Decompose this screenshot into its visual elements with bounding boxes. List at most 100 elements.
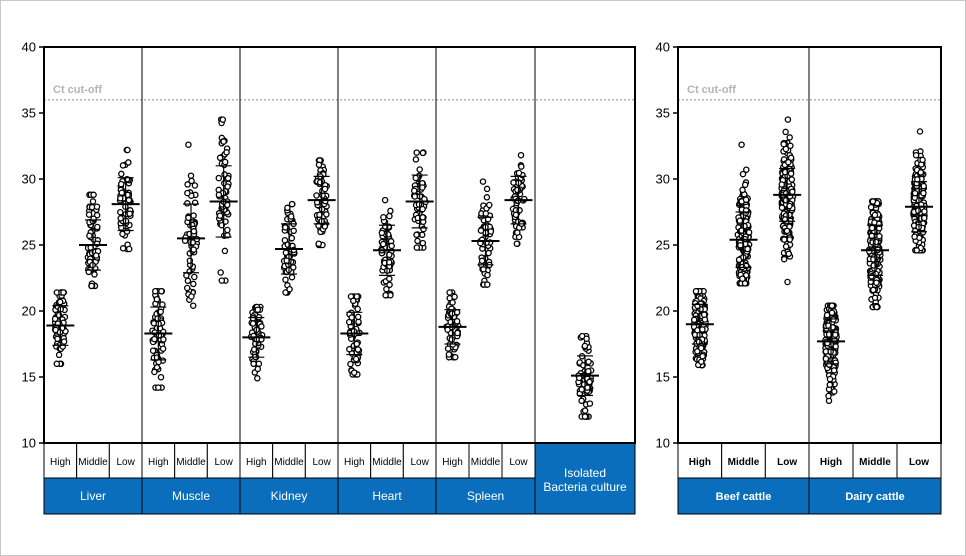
- data-point: [477, 227, 485, 234]
- y-tick-label: 25: [22, 238, 36, 253]
- y-tick-label: 40: [22, 40, 36, 55]
- data-point: [387, 207, 394, 215]
- y-tick-label: 10: [656, 436, 670, 451]
- data-point: [917, 169, 925, 176]
- data-point: [354, 313, 362, 321]
- data-point: [699, 352, 706, 360]
- group-band: [43, 477, 143, 515]
- data-point: [515, 169, 523, 177]
- data-point: [483, 185, 491, 193]
- data-point: [873, 279, 880, 286]
- data-point: [781, 236, 788, 243]
- data-point: [785, 250, 792, 258]
- data-point: [825, 392, 832, 400]
- data-point: [581, 407, 589, 414]
- data-point: [184, 200, 191, 207]
- data-point: [255, 360, 263, 367]
- data-point: [919, 156, 926, 164]
- data-point: [313, 192, 320, 199]
- data-point: [281, 236, 289, 244]
- data-point: [51, 315, 59, 323]
- category-label-high: High: [344, 457, 365, 468]
- data-point: [321, 185, 329, 193]
- data-point: [452, 353, 459, 361]
- data-point: [184, 189, 191, 197]
- data-point: [379, 240, 387, 248]
- data-point: [872, 238, 880, 246]
- group-label: Beef cattle: [716, 491, 772, 503]
- group-band: [337, 477, 437, 515]
- data-point: [419, 184, 426, 191]
- data-point: [783, 227, 791, 235]
- data-point: [118, 170, 125, 178]
- data-point: [698, 358, 705, 365]
- group-label: Heart: [372, 489, 402, 503]
- plot-border: [677, 46, 942, 444]
- data-point: [743, 166, 750, 173]
- data-point: [785, 158, 792, 166]
- data-point: [350, 369, 358, 376]
- data-point: [446, 289, 453, 296]
- group-label: Spleen: [467, 489, 504, 503]
- data-point: [119, 162, 127, 169]
- data-point: [868, 224, 876, 232]
- data-point: [118, 189, 126, 196]
- group-label: Liver: [80, 489, 106, 503]
- data-point: [782, 243, 790, 250]
- category-label-low: Low: [909, 457, 929, 468]
- group-label: Kidney: [271, 489, 308, 503]
- data-point: [867, 203, 875, 211]
- data-point: [287, 213, 295, 220]
- data-point: [412, 156, 420, 163]
- data-point: [183, 284, 191, 292]
- data-point: [345, 318, 353, 326]
- data-point: [782, 197, 790, 204]
- category-label-low: Low: [777, 457, 797, 468]
- data-point: [581, 413, 589, 420]
- data-point: [290, 227, 297, 235]
- category-label-low: Low: [116, 457, 135, 468]
- data-point: [745, 229, 753, 236]
- data-point: [871, 211, 879, 219]
- data-point: [189, 302, 197, 309]
- data-point: [782, 128, 789, 136]
- data-point: [124, 146, 131, 154]
- data-point: [191, 182, 199, 189]
- category-cell: [402, 442, 437, 479]
- data-point: [117, 180, 125, 188]
- data-point: [788, 176, 796, 183]
- category-label-low: Low: [509, 457, 528, 468]
- data-point: [453, 317, 461, 325]
- data-point: [444, 345, 452, 352]
- data-point: [254, 306, 262, 313]
- data-point: [155, 384, 162, 391]
- data-point: [513, 240, 521, 247]
- data-point: [386, 212, 393, 220]
- data-point: [738, 141, 745, 148]
- data-point: [216, 212, 224, 219]
- data-point: [911, 189, 919, 197]
- data-point: [517, 151, 525, 159]
- category-label-high: High: [442, 457, 463, 468]
- data-point: [414, 237, 421, 245]
- y-tick-label: 40: [656, 40, 670, 55]
- data-point: [411, 193, 419, 200]
- data-point: [85, 211, 93, 218]
- data-point: [384, 231, 392, 238]
- data-point: [416, 166, 423, 173]
- group-label: Bacteria culture: [543, 480, 627, 494]
- data-point: [381, 196, 389, 204]
- data-point: [692, 287, 700, 295]
- data-point: [778, 181, 786, 188]
- data-point: [153, 295, 161, 303]
- data-point: [219, 116, 227, 123]
- data-point: [53, 360, 61, 368]
- data-point: [249, 320, 257, 327]
- group-band: [141, 477, 241, 515]
- data-point: [323, 211, 330, 218]
- data-point: [90, 191, 97, 199]
- data-point: [690, 316, 698, 324]
- data-point: [830, 367, 838, 374]
- data-point: [288, 200, 296, 208]
- group-band: [808, 477, 942, 515]
